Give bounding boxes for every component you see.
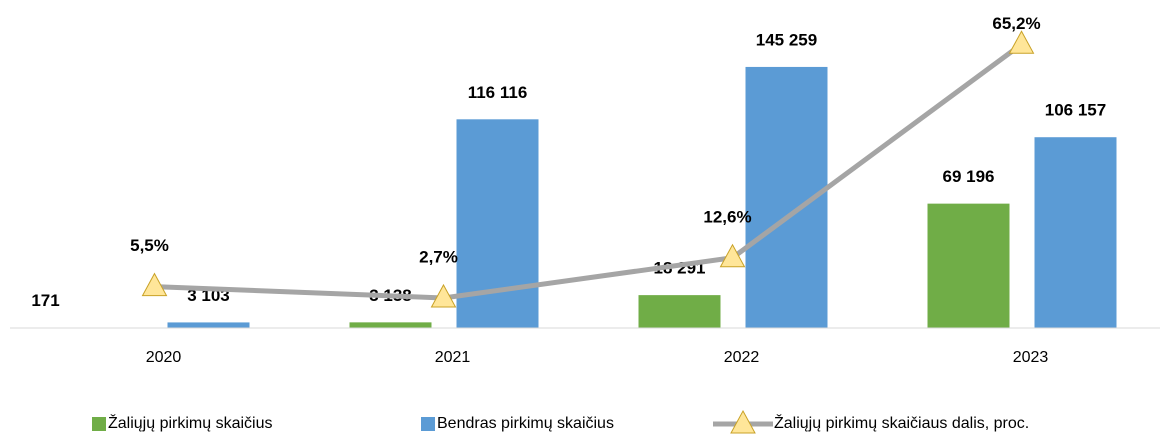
data-label: 69 196 xyxy=(943,167,995,186)
bar xyxy=(927,203,1010,328)
marker xyxy=(719,243,746,268)
data-label: 65,2% xyxy=(992,14,1040,33)
legend-swatch xyxy=(421,417,435,431)
marker xyxy=(141,272,168,297)
data-label: 145 259 xyxy=(756,30,817,49)
data-label: 171 xyxy=(31,291,59,310)
x-tick-label: 2021 xyxy=(435,349,471,366)
legend-label: Bendras pirkimų skaičius xyxy=(437,415,614,432)
x-tick-label: 2023 xyxy=(1013,349,1049,366)
x-tick-label: 2022 xyxy=(724,349,760,366)
marker xyxy=(1008,30,1035,54)
line xyxy=(154,42,1023,301)
legend-swatch xyxy=(92,417,106,431)
legend-label: Žaliųjų pirkimų skaičius xyxy=(108,413,273,432)
bar xyxy=(1034,137,1117,328)
data-label: 116 116 xyxy=(468,83,528,102)
marker xyxy=(430,283,457,308)
legend-label: Žaliųjų pirkimų skaičiaus dalis, proc. xyxy=(774,413,1029,432)
legend-marker xyxy=(730,409,756,434)
data-label: 5,5% xyxy=(130,236,169,255)
x-tick-label: 2020 xyxy=(146,349,182,366)
bar xyxy=(349,322,432,328)
bar xyxy=(167,322,250,328)
data-label: 12,6% xyxy=(703,207,751,226)
data-label: 106 157 xyxy=(1045,101,1106,120)
data-label: 2,7% xyxy=(419,247,458,266)
bar xyxy=(638,295,721,328)
